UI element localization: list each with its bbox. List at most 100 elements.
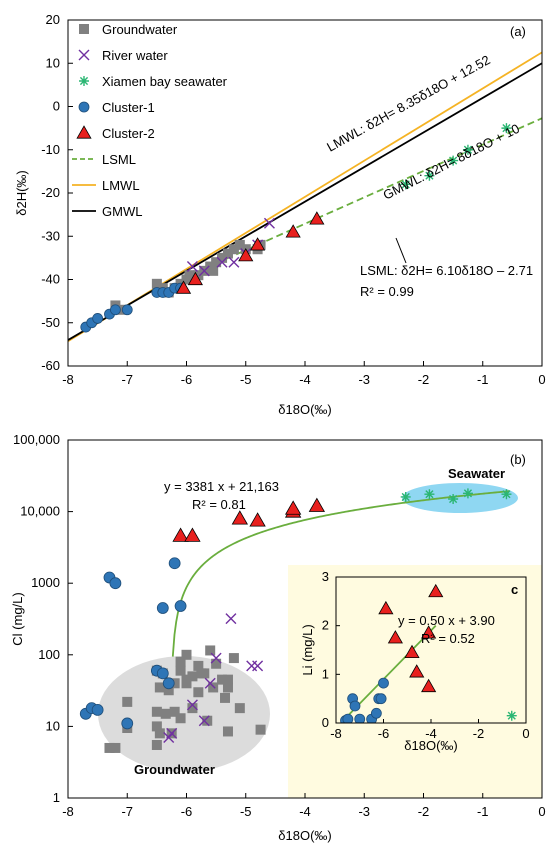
groundwater-point bbox=[151, 278, 162, 289]
x-tick-label: -4 bbox=[299, 372, 311, 387]
cluster-2-point bbox=[285, 224, 301, 238]
groundwater-point bbox=[255, 724, 266, 735]
xiamen-bay-seawater-point bbox=[462, 144, 473, 155]
cluster-2-point bbox=[309, 211, 325, 225]
inset-cluster-2-point bbox=[428, 583, 444, 598]
groundwater-point bbox=[151, 739, 162, 750]
inset-cluster-1-point bbox=[370, 707, 382, 719]
inset-y-tick-label: 2 bbox=[322, 618, 329, 633]
inset-panel-c: -8 -6 -4 -2 0 0 1 2 3 c y = 0.50 x + 3.90 R² = 0… bbox=[300, 569, 530, 753]
groundwater-point bbox=[169, 706, 180, 717]
inset-cluster-1-point bbox=[354, 713, 366, 723]
groundwater-point bbox=[175, 713, 186, 724]
lsml-line bbox=[215, 117, 542, 265]
cluster-2-point bbox=[238, 248, 254, 262]
lmwl-equation: LMWL: δ2H= 8.35δ18O + 12.52 bbox=[324, 52, 492, 154]
panel-a-y-axis-label: δ2H(‰) bbox=[14, 170, 29, 216]
groundwater-point bbox=[222, 726, 233, 737]
inset-cluster-2-point bbox=[421, 625, 437, 639]
x-tick-label: -2 bbox=[418, 804, 430, 819]
seawater-label: Seawater bbox=[448, 466, 505, 481]
x-tick-label: -5 bbox=[240, 804, 252, 819]
lsml-equation: LSML: δ2H= 6.10δ18O – 2.71 bbox=[360, 263, 533, 278]
groundwater-point bbox=[228, 653, 239, 664]
x-tick-label: -6 bbox=[181, 372, 193, 387]
river-water-point bbox=[198, 265, 210, 277]
y-tick-label: 100,000 bbox=[13, 432, 60, 447]
groundwater-point bbox=[160, 708, 171, 719]
cluster-1-point bbox=[174, 600, 187, 612]
river-water-point bbox=[225, 613, 237, 625]
groundwater-point bbox=[181, 678, 192, 689]
inset-cluster-1-point bbox=[349, 700, 361, 712]
cluster-1-point bbox=[168, 557, 181, 570]
panel-a-plot bbox=[68, 51, 542, 343]
groundwater-point bbox=[104, 742, 115, 753]
groundwater-point bbox=[217, 252, 228, 263]
inset-y-tick-label: 0 bbox=[322, 715, 329, 730]
cluster-1-point bbox=[156, 667, 169, 680]
groundwater-point bbox=[116, 304, 127, 315]
y-tick-label: -40 bbox=[41, 272, 60, 287]
y-tick-label: -20 bbox=[41, 185, 60, 200]
y-tick-label: 10 bbox=[46, 718, 60, 733]
x-tick-label: -8 bbox=[62, 372, 74, 387]
y-tick-label: 10,000 bbox=[20, 504, 60, 519]
inset-y-tick-label: 3 bbox=[322, 569, 329, 584]
groundwater-point bbox=[217, 674, 228, 685]
xiamen-bay-seawater-point bbox=[501, 123, 512, 134]
groundwater-point bbox=[208, 682, 219, 693]
groundwater-point bbox=[234, 239, 245, 250]
panel-a-legend: Groundwater River water Xiamen bay seawate… bbox=[72, 22, 228, 219]
groundwater-point bbox=[193, 660, 204, 671]
panel-b: -8 -7 -6 -5 -4 -3 -2 -1 0110100100010,000100,000… bbox=[10, 432, 546, 843]
groundwater-point bbox=[181, 649, 192, 660]
groundwater-point bbox=[151, 721, 162, 732]
cluster-2-point bbox=[172, 527, 189, 542]
panel-a: -8 -7 -6 -5 -4 -3 -2 -1 0-60-50-40-30-20-1001020… bbox=[14, 12, 546, 417]
xiamen-bay-seawater-point bbox=[448, 493, 459, 504]
cluster-2-point bbox=[284, 500, 302, 515]
inset-cluster-1-point bbox=[342, 713, 354, 723]
inset-cluster-2-point bbox=[421, 678, 437, 693]
river-water-point bbox=[252, 660, 264, 672]
gmwl-equation: GMWL: δ2H= 8δ18O + 10 bbox=[381, 121, 522, 203]
groundwater-point bbox=[163, 685, 174, 696]
groundwater-point bbox=[151, 706, 162, 717]
x-tick-label: -6 bbox=[181, 804, 193, 819]
xiamen-bay-seawater-point bbox=[462, 488, 473, 499]
x-tick-label: -3 bbox=[358, 372, 370, 387]
river-water-point bbox=[263, 217, 275, 229]
y-tick-label: 10 bbox=[46, 55, 60, 70]
x-tick-label: -7 bbox=[121, 372, 133, 387]
x-tick-label: 0 bbox=[538, 804, 545, 819]
cluster-2-point bbox=[184, 527, 201, 542]
inset-x-tick-label: 0 bbox=[522, 726, 529, 741]
cluster-2-point bbox=[250, 237, 266, 251]
x-tick-label: -7 bbox=[121, 804, 133, 819]
panel-b-x-axis-label: δ18O(‰) bbox=[278, 828, 331, 843]
panel-b-marks bbox=[79, 488, 512, 753]
cluster-1-point bbox=[121, 717, 134, 730]
groundwater-point bbox=[211, 658, 222, 669]
inset-cluster-1-point bbox=[378, 677, 389, 689]
y-tick-label: -30 bbox=[41, 228, 60, 243]
groundwater-point bbox=[122, 696, 133, 707]
river-water-point bbox=[216, 256, 228, 268]
groundwater-point bbox=[187, 703, 198, 714]
legend-cluster-2-label: Cluster-2 bbox=[102, 126, 155, 141]
inset-cluster-2-point bbox=[387, 630, 403, 644]
lsml-leader-line bbox=[395, 237, 407, 264]
river-water-point bbox=[210, 652, 222, 664]
groundwater-point bbox=[222, 674, 233, 685]
river-water-point bbox=[186, 699, 198, 711]
cluster-1-point bbox=[156, 602, 169, 614]
groundwater-point bbox=[175, 656, 186, 667]
panel-b-fit-r2: R² = 0.81 bbox=[192, 497, 246, 512]
cluster-2-point bbox=[175, 280, 192, 294]
cluster-1-point bbox=[91, 703, 104, 716]
groundwater-point bbox=[202, 715, 213, 726]
y-tick-label: 100 bbox=[38, 647, 60, 662]
